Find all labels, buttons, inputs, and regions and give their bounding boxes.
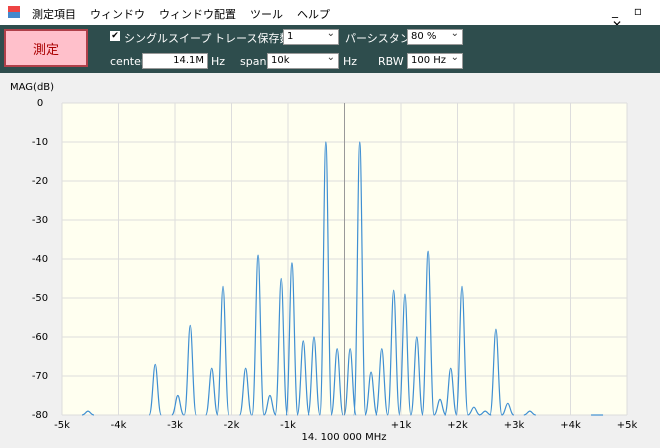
spectrum-peak [183, 324, 197, 416]
x-axis-label: 14. 100 000 MHz [301, 432, 386, 443]
spectrum-peak [479, 410, 492, 416]
spectrum-peak [239, 367, 253, 416]
menu-item[interactable]: ツール [250, 8, 283, 21]
unit: Hz [211, 55, 226, 68]
spectrum-peak [205, 367, 219, 416]
y-tick-label: 0 [37, 98, 43, 109]
menu-item[interactable]: ウィンドウ配置 [159, 8, 236, 21]
x-tick-label: +2k [447, 420, 468, 431]
x-tick-label: +3k [504, 420, 525, 431]
spectrum-peak [319, 141, 333, 416]
y-tick-label: -20 [32, 176, 48, 187]
y-tick-label: -10 [32, 137, 48, 148]
measure-button[interactable]: 測定 [4, 29, 88, 67]
spectrum-peak [330, 348, 344, 416]
spectrum-peak [387, 289, 401, 416]
span-combo[interactable]: 10k [267, 52, 339, 69]
chart: MAG(dB) 14. 100 000 MHz 0 -10 -20 -30 -40 -50… [10, 82, 638, 443]
spectrum-peak [501, 402, 515, 416]
x-tick-label: -2k [224, 420, 240, 431]
spectrum-peak [353, 141, 367, 416]
label: center [110, 55, 146, 68]
trace-count-combo[interactable]: 1 [283, 28, 339, 45]
y-tick-label: -50 [32, 293, 48, 304]
menu-item[interactable]: ウィンドウ [90, 8, 145, 21]
spectrum-peak [375, 348, 389, 416]
spectrum-peak [523, 410, 536, 416]
spectrum-peak [410, 336, 424, 416]
spectrum-peak [467, 406, 481, 416]
y-tick-label: -60 [32, 332, 48, 343]
spectrum-peak [81, 410, 95, 416]
spectrum-peak [296, 340, 310, 416]
spectrum-peak [433, 398, 447, 416]
spectrum-peak [148, 363, 162, 416]
x-tick-label: +4k [560, 420, 581, 431]
spectrum-peak [171, 394, 185, 416]
x-tick-label: -4k [111, 420, 127, 431]
y-tick-label: -70 [32, 371, 48, 382]
spectrum-peak [398, 293, 412, 416]
y-tick-label: -40 [32, 254, 48, 265]
unit: Hz [343, 55, 358, 68]
spectrum-peak [343, 348, 357, 416]
x-tick-label: +1k [391, 420, 412, 431]
spectrum-peak [489, 328, 503, 416]
toolbar: 測定 ✔ シングルスイープ トレース保存数 1 パーシスタンス 80 % cen… [0, 25, 660, 73]
checkbox-label[interactable]: シングルスイープ [124, 32, 212, 45]
spectrum-peak [216, 285, 230, 416]
x-tick-label: -1k [280, 420, 296, 431]
x-tick-label: +5k [617, 420, 638, 431]
persistence-combo[interactable]: 80 % [407, 28, 463, 45]
spectrum-peak [263, 394, 277, 416]
spectrum-peak [251, 254, 265, 416]
spectrum-peak [364, 371, 378, 416]
spectrum-peak [274, 277, 288, 416]
spectrum-peak [421, 250, 435, 416]
spectrum-peak [307, 336, 321, 416]
y-tick-label: -80 [32, 410, 48, 421]
spectrum-peak [444, 367, 458, 416]
spectrum-peak [455, 285, 469, 416]
menu-item[interactable]: 測定項目 [32, 8, 76, 21]
label: RBW [378, 55, 404, 68]
label: span [240, 55, 267, 68]
rbw-combo[interactable]: 100 Hz [407, 52, 463, 69]
y-tick-label: -30 [32, 215, 48, 226]
label: パーシスタンス [345, 32, 422, 45]
checkbox[interactable]: ✔ [110, 31, 120, 41]
app-icon [8, 6, 20, 18]
label: トレース保存数 [214, 32, 291, 45]
spectrum-peak [285, 262, 299, 416]
x-tick-label: -5k [54, 420, 70, 431]
x-tick-label: -3k [167, 420, 183, 431]
center-input[interactable]: 14.1M [142, 53, 208, 69]
menu-item[interactable]: ヘルプ [297, 8, 330, 21]
y-axis-label: MAG(dB) [10, 82, 54, 93]
